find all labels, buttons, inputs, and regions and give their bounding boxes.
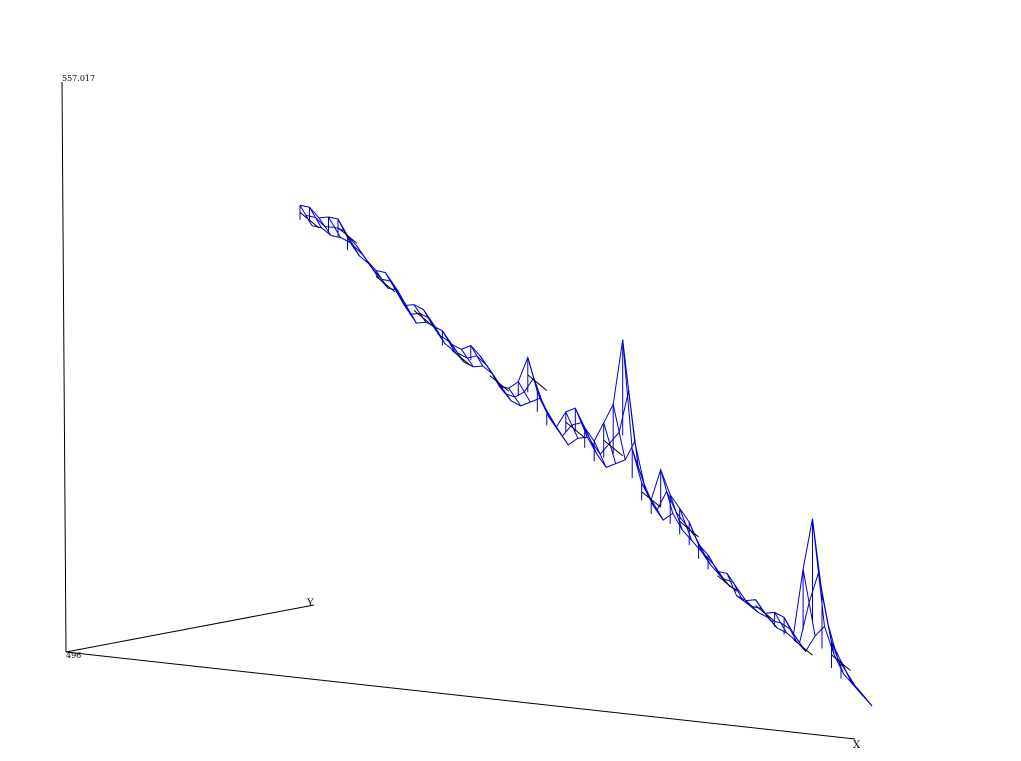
surface-level-mark	[603, 439, 624, 457]
surface-cell-edge	[517, 381, 531, 403]
surface-level-mark	[793, 639, 813, 656]
surface-cell-edge	[555, 427, 569, 446]
surface-level-mark	[679, 521, 699, 538]
surface-cell-edge	[394, 288, 408, 307]
surface-level-mark	[717, 575, 737, 592]
surface-level-mark	[489, 375, 510, 392]
z-max-label: 557.017	[62, 74, 95, 83]
surface-cell-edge	[726, 573, 740, 592]
surface-cell-edge	[688, 521, 702, 552]
surface-cell-edge	[612, 404, 626, 460]
surface-cell-edge	[403, 305, 417, 324]
surface-cell-edge	[470, 345, 484, 367]
surface-level-mark	[565, 421, 586, 438]
x-axis-line	[65, 651, 856, 740]
surface-cell-edge	[498, 385, 512, 402]
surface-cell-edge	[650, 499, 664, 521]
surface-cell-edge	[375, 270, 389, 289]
surface-cell-edge	[441, 330, 455, 352]
surface-cell-edge	[299, 204, 313, 226]
surface-cell-edge	[783, 617, 797, 641]
surface-cell-edge	[850, 680, 863, 696]
surface-cell-edge	[309, 206, 322, 228]
surface-cell-edge	[384, 272, 398, 291]
surface-cell-edge	[745, 600, 759, 613]
surface-cell-edge	[698, 544, 712, 566]
surface-ridge-line-top	[299, 204, 861, 692]
surface-level-mark	[755, 605, 775, 622]
surface-level-mark	[831, 654, 851, 671]
surface-cell-edge	[802, 569, 816, 637]
surface-cell-edge	[318, 217, 332, 236]
surface-cell-edge	[565, 411, 579, 439]
surface-ridge-line-bottom	[311, 225, 873, 707]
surface-cell-edge	[536, 391, 550, 418]
y-axis-label: Y	[306, 598, 314, 609]
surface-cell-edge	[622, 339, 636, 442]
surface-level-mark	[299, 212, 320, 229]
surface-cell-edge	[831, 641, 844, 675]
surface-cell-edge	[812, 518, 825, 627]
surface-cell-edge	[764, 612, 778, 629]
surface-level-mark	[641, 491, 662, 508]
surface-level-mark	[413, 310, 434, 327]
surface-cell-edge	[631, 448, 645, 485]
z-min-label: 496	[66, 651, 81, 660]
surface-cell-edge	[422, 309, 436, 328]
x-axis-label: X	[853, 740, 861, 751]
surface-cell-edge	[413, 304, 427, 323]
surface-cell-edge	[859, 690, 873, 707]
surface-cell-edge	[574, 407, 588, 438]
surface-cell-edge	[603, 422, 617, 464]
surface-cell-edge	[489, 369, 503, 388]
surface-level-mark	[375, 275, 396, 293]
surface-cell-edge	[736, 595, 749, 606]
surface-level-mark	[337, 227, 358, 244]
surface-cell-edge	[641, 482, 655, 507]
surface-cell-edge	[347, 235, 360, 257]
surface-cell-edge	[593, 440, 607, 468]
y-axis-line	[65, 604, 315, 653]
surface-mesh	[299, 204, 873, 707]
surface-level-mark	[527, 374, 548, 391]
z-axis-line	[61, 81, 67, 653]
surface-cell-edge	[460, 349, 474, 368]
surface-level-mark	[451, 349, 472, 367]
surface-cell-edge	[660, 469, 674, 514]
surface-cell-edge	[365, 259, 379, 278]
surface-cell-edge	[508, 388, 522, 407]
surface-cell-edge	[793, 633, 807, 652]
